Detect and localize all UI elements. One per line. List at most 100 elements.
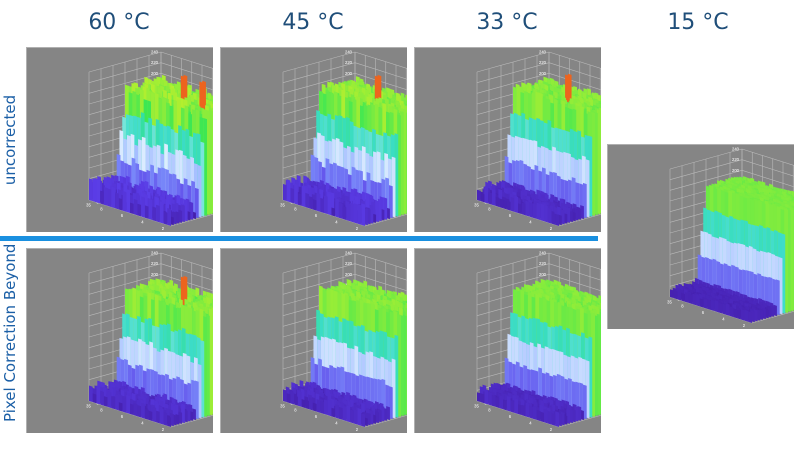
plot-15c: 2402202001801601401201008060402035302520… — [607, 144, 794, 329]
surface-cell — [327, 192, 332, 216]
surface-cell — [703, 297, 708, 309]
surface-cell — [320, 197, 324, 213]
surface-cell — [152, 406, 157, 423]
surface-cell — [477, 392, 481, 403]
surface-cell — [729, 306, 734, 318]
y-tick-label: 8 — [488, 206, 491, 211]
y-tick-label: 6 — [121, 213, 124, 218]
surface-cell — [688, 293, 693, 305]
y-tick-label: 4 — [141, 420, 144, 425]
surface-cell — [100, 390, 104, 406]
surface-cell — [514, 195, 518, 213]
surface-cell — [141, 402, 145, 419]
surface-cell — [748, 311, 752, 323]
z-tick-label: 240 — [539, 50, 547, 55]
surface-plot-svg: 2402202001801601401201008060402035302520… — [280, 50, 407, 231]
row-label-uncorrected: uncorrected — [1, 94, 19, 186]
surface-cell — [353, 409, 358, 425]
surface-cell — [100, 191, 104, 205]
z-tick-label: 240 — [732, 147, 740, 152]
surface-cell — [532, 203, 537, 219]
x-tick-label: 35 — [86, 404, 91, 409]
surface-cell — [514, 398, 518, 414]
surface-cell — [525, 200, 530, 217]
surface-cell — [163, 211, 168, 225]
surface-cell — [331, 407, 336, 418]
surface-cell — [92, 178, 97, 203]
surface-cell — [547, 410, 552, 425]
plot-60c-corrected: 2402202001801601401201008060402035302520… — [26, 248, 213, 433]
surface-cell — [342, 206, 347, 221]
z-tick-label: 200 — [539, 272, 547, 277]
surface-bars — [477, 278, 601, 427]
surface-cell — [133, 403, 138, 417]
surface-cell — [555, 411, 559, 427]
surface-cell — [525, 402, 530, 418]
z-tick-label: 220 — [539, 261, 547, 266]
surface-plot-svg: 2402202001801601401201008060402035302520… — [474, 251, 601, 432]
surface-cell — [156, 410, 160, 424]
y-tick-label: 6 — [702, 310, 705, 315]
surface-cell — [555, 213, 559, 226]
surface-cell — [312, 402, 317, 412]
surface-cell — [283, 389, 287, 403]
surface-cell — [118, 402, 123, 412]
column-header-15c: 15 °C — [667, 10, 729, 35]
surface-cell — [540, 203, 545, 222]
surface-cell — [681, 292, 685, 302]
z-tick-label: 220 — [539, 60, 547, 65]
surface-cell — [521, 202, 526, 216]
surface-cell — [126, 394, 130, 414]
surface-plot-svg: 2402202001801601401201008060402035302520… — [667, 147, 794, 328]
surface-cell — [96, 385, 101, 405]
column-header-60c: 60 °C — [88, 10, 150, 35]
z-tick-label: 200 — [539, 71, 547, 76]
plot-33c-corrected: 2402202001801601401201008060402035302520… — [414, 248, 601, 433]
surface-cell — [491, 394, 496, 407]
surface-cell — [309, 397, 313, 411]
surface-cell — [737, 310, 741, 320]
surface-cell — [488, 192, 492, 205]
surface-cell — [350, 409, 354, 424]
surface-cell — [346, 405, 351, 423]
surface-cell — [544, 205, 548, 223]
surface-plot-svg: 2402202001801601401201008060402035302520… — [474, 50, 601, 231]
surface-cell — [536, 409, 541, 422]
surface-cell — [290, 391, 295, 405]
surface-cell — [294, 183, 298, 205]
surface-cell — [544, 409, 548, 424]
surface-cell — [286, 393, 291, 404]
z-tick-label: 220 — [151, 60, 159, 65]
y-tick-label: 2 — [550, 226, 553, 231]
surface-cell — [122, 190, 127, 212]
surface-cell — [167, 416, 171, 427]
z-tick-label: 240 — [539, 251, 547, 256]
surface-cell — [733, 308, 738, 319]
z-tick-label: 200 — [345, 71, 353, 76]
surface-cell — [484, 185, 489, 204]
surface-cell — [725, 303, 730, 316]
z-tick-label: 240 — [151, 251, 159, 256]
y-tick-label: 2 — [356, 226, 359, 231]
surface-cell — [342, 405, 347, 422]
surface-cell — [137, 203, 142, 217]
surface-bars — [670, 176, 794, 323]
x-tick-label: 35 — [474, 203, 479, 208]
surface-cell — [684, 292, 689, 303]
y-tick-label: 4 — [529, 219, 532, 224]
surface-cell — [506, 395, 511, 412]
z-tick-label: 220 — [345, 261, 353, 266]
surface-cell — [692, 293, 697, 306]
y-tick-label: 4 — [141, 219, 144, 224]
z-tick-label: 220 — [345, 60, 353, 65]
surface-cell — [316, 399, 321, 413]
surface-cell — [722, 303, 726, 315]
surface-cell — [103, 396, 108, 407]
surface-cell — [510, 196, 515, 212]
y-tick-label: 2 — [550, 427, 553, 432]
surface-cell — [107, 391, 112, 409]
surface-plot-svg: 2402202001801601401201008060402035302520… — [86, 50, 213, 231]
surface-cell — [130, 202, 134, 215]
surface-cell — [536, 202, 541, 221]
column-header-33c: 33 °C — [476, 10, 538, 35]
